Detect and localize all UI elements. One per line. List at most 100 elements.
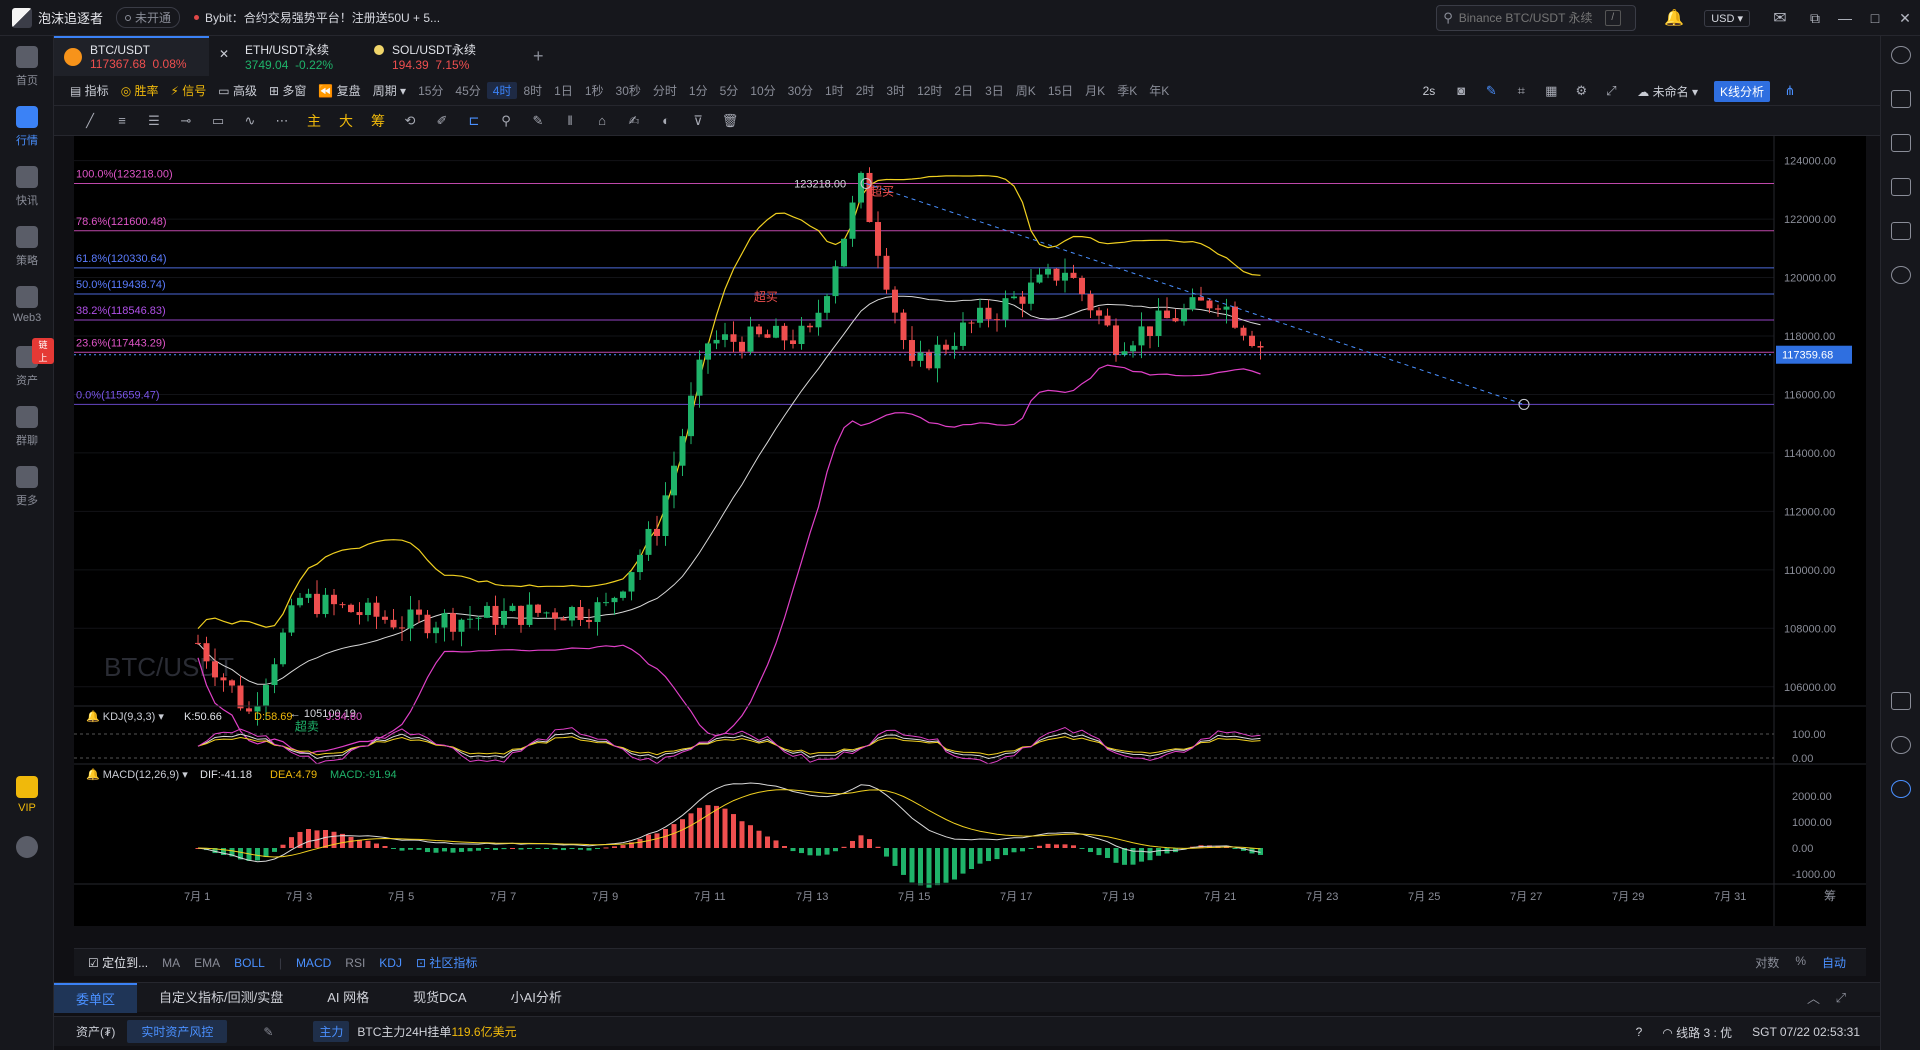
tab-ai-analysis[interactable]: 小AI分析 [510, 989, 562, 1005]
period-13[interactable]: 2时 [855, 84, 875, 98]
ruler-icon[interactable]: ⚲ [501, 112, 511, 128]
search-input[interactable] [1458, 11, 1599, 25]
eye-icon[interactable]: ◐ [662, 112, 670, 128]
channel-tool-icon[interactable]: ☰ [148, 112, 160, 128]
ind-ema[interactable]: EMA [194, 955, 221, 970]
tab-eth-usdt[interactable]: ✕ ETH/USDT永续 3749.04 -0.22% [219, 42, 334, 72]
nav-strategy[interactable]: 策略 [0, 226, 54, 268]
ind-kdj[interactable]: KDJ [379, 955, 402, 970]
news-ticker[interactable]: Bybit：合约交易强势平台！注册送50U + 5... [205, 11, 441, 25]
measure-icon[interactable]: ✐ [436, 112, 448, 128]
tab-btc-usdt[interactable]: BTC/USDT 117367.68 0.08% [54, 36, 209, 76]
list-icon[interactable] [1891, 90, 1911, 108]
period-4[interactable]: 1日 [554, 84, 573, 98]
period-5[interactable]: 1秒 [584, 84, 604, 98]
period-16[interactable]: 2日 [954, 84, 974, 98]
help-icon[interactable]: ? [1635, 1025, 1643, 1039]
layout-name-select[interactable]: ☁ 未命名 ▾ [1637, 84, 1698, 99]
search-box[interactable]: ⚲ / [1436, 5, 1637, 31]
magnet-icon[interactable]: ⊏ [468, 112, 480, 128]
assistant-icon[interactable] [1891, 780, 1911, 798]
period-10[interactable]: 10分 [750, 84, 776, 98]
maximize-icon[interactable]: □ [1870, 10, 1880, 26]
gear-icon[interactable]: ⚙ [1575, 83, 1588, 98]
settings-button[interactable] [0, 836, 54, 862]
exchange-icon[interactable] [1891, 266, 1911, 284]
big-label[interactable]: 大 [339, 112, 353, 129]
period-14[interactable]: 3时 [886, 84, 906, 98]
community-indicators[interactable]: ⊡ 社区指标 [415, 956, 478, 970]
filter-icon[interactable]: ⊽ [693, 112, 703, 128]
period-0[interactable]: 15分 [418, 84, 444, 98]
price-chart[interactable]: BTC/USDT124000.00122000.00120000.0011800… [74, 136, 1866, 926]
tab-custom-indicator[interactable]: 自定义指标/回测/实盘 [159, 989, 284, 1005]
template-icon[interactable]: ▦ [1545, 83, 1558, 98]
app-logo[interactable]: 泡沫追逐者 [0, 7, 112, 28]
period-21[interactable]: 季K [1117, 84, 1138, 98]
chip-label[interactable]: 筹 [371, 112, 385, 129]
collapse-icon[interactable]: ︿ [1806, 991, 1820, 1006]
signal-button[interactable]: ⚡ 信号 [170, 84, 207, 98]
mail-icon[interactable]: ✉ [1773, 10, 1787, 27]
share-icon[interactable]: ⋔ [1784, 83, 1796, 98]
risk-control-button[interactable]: 实时资产风控 [127, 1020, 228, 1043]
auto-scale-toggle[interactable]: 自动 [1821, 956, 1846, 970]
period-11[interactable]: 30分 [787, 84, 813, 98]
chart-area[interactable]: BTC/USDT 124000.00 122000.00 120000.00 11800… [74, 136, 1866, 926]
layout-icon[interactable] [1891, 134, 1911, 152]
pen-icon[interactable]: ✎ [1485, 83, 1497, 98]
close-icon[interactable]: ✕ [1899, 9, 1911, 26]
tab-orders[interactable]: 委单区 [54, 982, 138, 1013]
period-3[interactable]: 8时 [523, 84, 543, 98]
period-6[interactable]: 30秒 [615, 84, 641, 98]
nav-chat[interactable]: 群聊 [0, 406, 54, 448]
period-2[interactable]: 4时 [486, 82, 518, 99]
locate-button[interactable]: ☑ 定位到... [88, 956, 149, 970]
lock-icon[interactable]: ⌂ [598, 112, 606, 128]
copilot-icon[interactable] [1891, 46, 1911, 64]
indicators-button[interactable]: ▤ 指标 [70, 84, 109, 98]
ind-rsi[interactable]: RSI [345, 955, 366, 970]
main-label[interactable]: 主 [307, 112, 321, 129]
nav-home[interactable]: 首页 [0, 46, 54, 88]
period-select[interactable]: 周期 ▾ [372, 84, 407, 98]
connection-line[interactable]: ◠ 线路 3 : 优 [1662, 1025, 1733, 1040]
rect-tool-icon[interactable]: ▭ [211, 112, 225, 128]
tab-ai-grid[interactable]: AI 网格 [327, 989, 370, 1005]
multi-window-button[interactable]: ⊞ 多窗 [268, 84, 307, 98]
sync-icon[interactable]: ⟲ [404, 112, 416, 128]
trend-icon[interactable] [1891, 178, 1911, 196]
period-18[interactable]: 周K [1015, 84, 1036, 98]
camera-icon[interactable]: ◙ [1457, 83, 1466, 98]
window-icon[interactable] [1891, 692, 1911, 710]
nav-assets[interactable]: 资产 链上 [0, 338, 54, 388]
close-tab-icon[interactable]: ✕ [219, 47, 230, 61]
tab-spot-dca[interactable]: 现货DCA [413, 989, 467, 1005]
edit-icon[interactable]: ✍ [628, 112, 640, 128]
period-1[interactable]: 45分 [455, 84, 481, 98]
nav-market[interactable]: 行情 [0, 106, 54, 148]
wave-tool-icon[interactable]: ∿ [244, 112, 256, 128]
period-15[interactable]: 12时 [917, 84, 943, 98]
nav-more[interactable]: 更多 [0, 466, 54, 508]
ind-boll[interactable]: BOLL [234, 955, 265, 970]
period-7[interactable]: 分时 [652, 84, 677, 98]
advanced-button[interactable]: ▭ 高级 [218, 84, 257, 98]
nav-news[interactable]: 快讯 [0, 166, 54, 208]
ray-tool-icon[interactable]: ⊸ [180, 112, 192, 128]
ind-ma[interactable]: MA [162, 955, 181, 970]
bell-icon[interactable]: 🔔 [1664, 10, 1685, 27]
tab-sol-usdt[interactable]: SOL/USDT永续 194.39 7.15% [364, 36, 519, 76]
percent-scale-toggle[interactable]: % [1795, 954, 1806, 968]
popout-icon[interactable]: ⧉ [1810, 9, 1820, 26]
currency-select[interactable]: USD ▾ [1704, 9, 1750, 27]
candle-tool-icon[interactable]: ‖ [567, 112, 573, 128]
period-9[interactable]: 5分 [719, 84, 739, 98]
status-tag[interactable]: 未开通 [116, 7, 181, 28]
period-19[interactable]: 15日 [1047, 84, 1074, 98]
winrate-button[interactable]: ◎ 胜率 [120, 84, 159, 98]
panel-icon[interactable] [1891, 222, 1911, 240]
period-22[interactable]: 年K [1149, 84, 1170, 98]
crop-icon[interactable]: ⌗ [1517, 83, 1525, 98]
ind-macd[interactable]: MACD [295, 955, 332, 970]
